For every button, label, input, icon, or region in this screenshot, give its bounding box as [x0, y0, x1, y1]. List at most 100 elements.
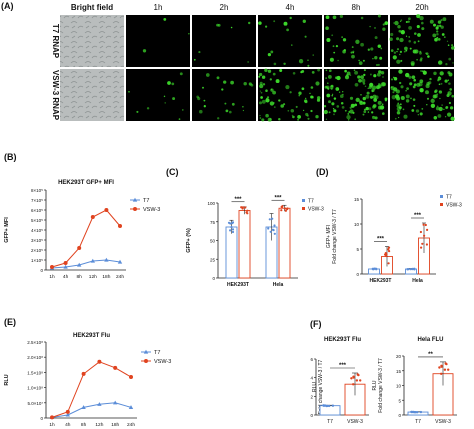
gfp-cell	[377, 84, 382, 89]
x-tick-label: 4h	[63, 274, 69, 280]
column-header: 8h	[352, 3, 361, 12]
gfp-cell	[384, 21, 389, 25]
gfp-cell	[367, 87, 369, 89]
gfp-cell	[270, 50, 274, 54]
gfp-cell	[381, 82, 387, 87]
gfp-cell	[404, 46, 408, 51]
replicate-point	[280, 209, 283, 212]
row-labels: T7 RNAP VSW-3 RNAP	[51, 24, 60, 121]
gfp-cell	[325, 69, 328, 72]
bar	[278, 207, 291, 279]
gfp-cell	[445, 106, 448, 110]
gfp-cell	[142, 49, 147, 53]
series-line	[51, 259, 121, 269]
gfp-cell	[365, 106, 369, 111]
gfp-cell	[448, 101, 451, 105]
gfp-cell	[324, 85, 328, 89]
gfp-cell	[365, 94, 370, 99]
replicate-point	[331, 404, 335, 407]
gfp-cell	[289, 91, 292, 94]
gfp-cell	[349, 109, 354, 114]
gfp-cell	[429, 77, 432, 81]
gfp-cell	[444, 116, 447, 118]
data-point	[133, 207, 137, 211]
gfp-cell	[205, 73, 210, 77]
gfp-cell	[371, 111, 374, 114]
gfp-cell	[447, 44, 450, 46]
gfp-cell	[396, 103, 401, 108]
x-tick-label: 18h	[111, 422, 119, 428]
gfp-cell	[413, 83, 417, 87]
gfp-cell	[295, 105, 298, 108]
bar	[319, 405, 341, 416]
gfp-cell	[291, 114, 294, 117]
gfp-cell	[433, 116, 438, 120]
y-tick-label: 5.0×10⁷	[27, 401, 43, 406]
gfp-cell	[346, 114, 351, 120]
gfp-cell	[311, 71, 315, 74]
legend-label: T7	[143, 198, 149, 204]
x-tick-label: Hela	[412, 278, 423, 284]
gfp-cell	[309, 92, 311, 95]
replicate-point	[421, 242, 424, 245]
fluorescence-image	[324, 69, 388, 121]
gfp-cell	[360, 16, 364, 20]
x-tick-label: 8h	[81, 422, 87, 428]
gfp-cell	[172, 97, 176, 101]
gfp-cell	[362, 59, 365, 62]
panel-label: (E)	[4, 317, 16, 327]
replicate-point	[385, 254, 388, 258]
replicate-point	[419, 230, 422, 234]
gfp-cell	[325, 77, 327, 79]
gfp-cell	[389, 37, 393, 41]
data-point	[104, 257, 109, 262]
charts-layer: (B) HEK293T GFP+ MFI 0 1×10⁵ 2×10⁵ 3×10⁵ 4×10⁵…	[4, 152, 462, 428]
replicate-point	[387, 262, 390, 265]
gfp-cell	[361, 78, 366, 83]
gfp-cell	[427, 55, 430, 58]
replicate-point	[422, 223, 425, 226]
gfp-cell	[346, 71, 351, 76]
gfp-cell	[357, 75, 361, 79]
replicate-point	[245, 211, 248, 214]
gfp-cell	[265, 89, 268, 92]
gfp-cell	[292, 72, 296, 75]
gfp-cell	[367, 48, 370, 51]
replicate-point	[440, 364, 443, 367]
gfp-cell	[259, 101, 262, 105]
gfp-cell	[438, 106, 443, 112]
gfp-cell	[411, 109, 415, 112]
gfp-cell	[283, 62, 286, 66]
gfp-cell	[269, 78, 272, 81]
gfp-cell	[408, 17, 411, 21]
y-tick-label: 4	[310, 376, 313, 381]
gfp-cell	[198, 51, 201, 54]
y-tick-label: 2×10⁵	[31, 248, 43, 253]
replicate-point	[283, 207, 287, 210]
replicate-point	[387, 248, 390, 251]
gfp-cell	[452, 62, 454, 64]
y-tick-label: 25	[210, 257, 216, 262]
chart-title: HEK293T GFP+ MFI	[58, 180, 114, 186]
gfp-cell	[260, 96, 263, 99]
gfp-cell	[421, 21, 424, 25]
gfp-cell	[366, 91, 370, 95]
y-tick-label: 4×10⁵	[31, 228, 43, 233]
gfp-cell	[393, 87, 398, 92]
data-point	[143, 349, 149, 354]
gfp-cell	[335, 87, 340, 91]
gfp-cell	[419, 88, 424, 93]
gfp-cell	[136, 110, 139, 113]
gfp-cell	[358, 61, 363, 65]
data-point	[128, 405, 134, 409]
replicate-point	[229, 229, 232, 232]
gfp-cell	[353, 69, 356, 71]
gfp-cell	[406, 73, 409, 76]
y-tick-label: 0	[398, 413, 401, 418]
gfp-cell	[331, 34, 334, 37]
gfp-cell	[440, 25, 444, 29]
gfp-cell	[396, 59, 401, 64]
gfp-cell	[417, 114, 419, 116]
gfp-cell	[426, 103, 428, 106]
microscopy-panel: (A) Bright field 1h 2h 4h 8h 20h T7 RNAP VSW-3…	[1, 1, 455, 122]
